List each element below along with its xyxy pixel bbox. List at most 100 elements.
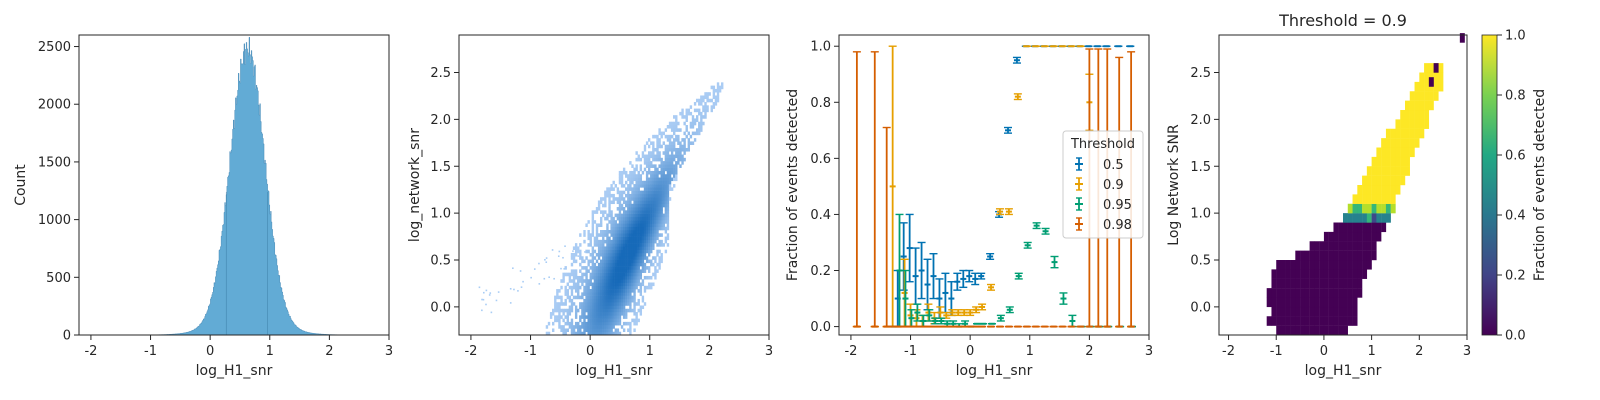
density-cell <box>670 177 674 182</box>
density-cell <box>635 223 638 228</box>
density-cell <box>643 157 647 162</box>
detection-cell <box>1433 72 1439 83</box>
density-cell <box>647 138 651 142</box>
density-cell <box>656 200 659 205</box>
x-tick-label: 2 <box>1415 344 1423 359</box>
density-cell <box>685 125 688 129</box>
density-cell <box>599 223 603 228</box>
density-cell <box>568 305 572 310</box>
detection-cell <box>1276 306 1282 317</box>
y-tick-label: 2.0 <box>1190 113 1211 128</box>
density-cell <box>620 239 624 244</box>
density-cell <box>589 239 592 244</box>
detection-cell <box>1352 222 1358 233</box>
density-cell <box>645 256 649 260</box>
density-cell <box>570 305 574 310</box>
density-cell <box>666 187 670 191</box>
detection-cell <box>1352 278 1358 289</box>
density-cell <box>612 318 615 323</box>
detection-cell <box>1371 241 1377 251</box>
density-cell <box>614 282 617 287</box>
density-cell <box>627 328 630 333</box>
density-cell <box>673 157 676 162</box>
density-cell <box>633 167 636 172</box>
density-cell <box>641 184 645 188</box>
density-cell <box>568 275 572 280</box>
density-cell <box>627 223 630 228</box>
legend-label: 0.9 <box>1103 178 1124 193</box>
density-cell <box>645 154 649 159</box>
detection-cell <box>1395 138 1401 148</box>
density-cell <box>639 269 643 273</box>
density-cell <box>608 275 611 280</box>
density-cell <box>629 298 632 303</box>
density-cell <box>618 292 622 296</box>
density-cell <box>641 223 645 228</box>
detection-cell <box>1395 156 1401 167</box>
density-cell <box>627 282 630 287</box>
density-cell <box>631 266 634 270</box>
density-cell <box>602 233 605 237</box>
density-cell <box>689 141 693 145</box>
density-cell <box>695 128 699 132</box>
density-outlier <box>509 287 512 290</box>
density-cell <box>587 328 590 333</box>
density-cell <box>654 213 657 218</box>
density-cell <box>591 266 595 270</box>
density-cell <box>695 118 699 123</box>
density-cell <box>564 292 567 296</box>
density-cell <box>597 203 601 208</box>
density-cell <box>637 256 640 260</box>
density-cell <box>602 275 605 280</box>
density-cell <box>654 216 657 221</box>
density-cell <box>591 289 595 293</box>
density-cell <box>591 325 595 329</box>
density-cell <box>635 239 638 244</box>
detection-cell <box>1276 297 1282 308</box>
density-cell <box>660 184 663 188</box>
detection-cell <box>1352 306 1358 317</box>
density-cell <box>654 236 657 241</box>
detection-cell <box>1290 325 1296 336</box>
density-cell <box>633 246 636 250</box>
density-cell <box>570 328 574 333</box>
density-cell <box>660 226 663 231</box>
detection-cell <box>1352 269 1358 279</box>
x-tick-label: 0 <box>966 344 974 359</box>
density-cell <box>612 331 615 336</box>
density-cell <box>574 272 578 277</box>
x-tick-label: 1 <box>1367 344 1375 359</box>
detection-cell <box>1381 166 1387 176</box>
density-cell <box>608 187 611 191</box>
density-cell <box>599 282 603 287</box>
density-cell <box>675 177 678 182</box>
density-cell <box>616 216 620 221</box>
density-cell <box>574 295 578 300</box>
density-cell <box>652 174 655 178</box>
density-cell <box>629 266 632 270</box>
density-cell <box>568 285 572 290</box>
detection-cell <box>1424 119 1430 129</box>
density-cell <box>658 243 661 247</box>
density-cell <box>554 302 557 306</box>
density-cell <box>606 246 609 250</box>
density-cell <box>612 197 615 201</box>
density-cell <box>589 272 592 277</box>
density-cell <box>599 266 603 270</box>
legend-label: 0.5 <box>1103 158 1124 173</box>
density-cell <box>679 141 682 145</box>
density-cell <box>660 170 663 175</box>
density-cell <box>652 147 655 152</box>
density-cell <box>691 118 695 123</box>
density-cell <box>608 292 611 296</box>
density-cell <box>618 170 622 175</box>
density-cell <box>650 170 653 175</box>
density-cell <box>629 243 632 247</box>
density-cell <box>620 170 624 175</box>
density-cell <box>662 164 665 168</box>
density-cell <box>616 282 620 287</box>
density-cell <box>668 138 672 142</box>
density-cell <box>556 308 559 313</box>
density-cell <box>593 272 597 277</box>
density-cell <box>560 315 563 319</box>
